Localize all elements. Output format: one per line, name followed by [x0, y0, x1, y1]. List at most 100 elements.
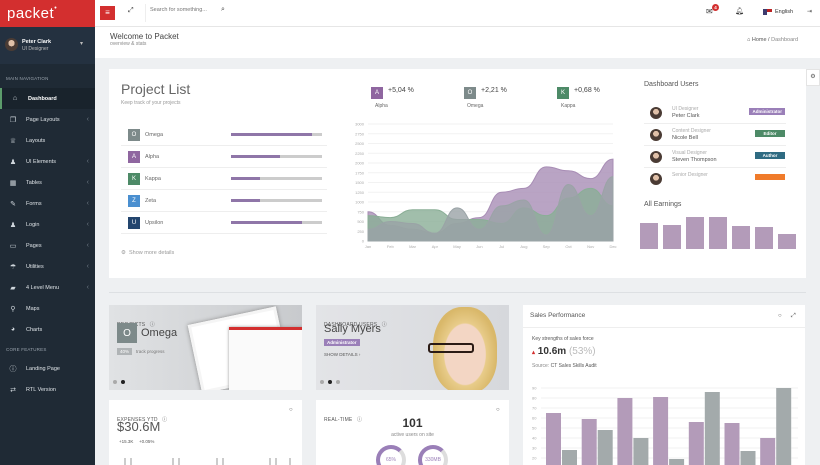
carousel-dot-active[interactable] [328, 380, 332, 384]
show-details-link[interactable]: SHOW DETAILS › [324, 352, 361, 357]
realtime-label: REAL-TIME [324, 417, 353, 423]
y-tick-label: 0 [362, 239, 365, 244]
sally-myers-photo [433, 307, 497, 390]
home-icon: ⌂ [12, 95, 18, 102]
logo[interactable]: packet• [0, 0, 95, 27]
x-tick-label: May [453, 244, 461, 249]
project-name: Zeta [145, 197, 157, 204]
sales-bar [633, 438, 649, 465]
sales-bar [653, 397, 669, 465]
y-tick-label: 90 [532, 386, 537, 391]
user-role-badge: Author [755, 152, 785, 159]
carousel-dot-active[interactable] [121, 380, 125, 384]
laptop-icon: ▭ [9, 242, 17, 250]
project-letter-badge: K [128, 172, 140, 185]
y-tick-label: 2750 [355, 131, 365, 136]
info-icon: ⓘ [149, 322, 155, 328]
menu-toggle-button[interactable]: ≡ [100, 6, 115, 20]
sales-subtitle: Key strengths of sales force [532, 336, 594, 342]
gear-icon: ⚙ [121, 250, 126, 256]
info-icon: ⓘ [9, 365, 17, 373]
sidebar-item-4-level-menu[interactable]: ▰ 4 Level Menu ‹ [0, 277, 95, 298]
project-row[interactable]: A Alpha [121, 146, 327, 168]
sidebar-item-landing-page[interactable]: ⓘ Landing Page [0, 358, 95, 379]
sidebar-item-label: Utilities [26, 263, 44, 270]
sales-performance-card: Sales Performance ○ ⤢ Key strengths of s… [523, 305, 805, 465]
project-letter-badge: O [128, 128, 140, 141]
sidebar-item-dashboard[interactable]: ⌂ Dashboard [0, 88, 95, 109]
user-list-item[interactable]: UI Designer Peter Clark Administrator [644, 102, 786, 124]
project-progress-bar [231, 177, 322, 180]
expenses-value: $30.6M [117, 419, 161, 434]
stat-letter-badge: O [464, 87, 476, 99]
carousel-dot[interactable] [336, 380, 340, 384]
sidebar-right-toggle-icon[interactable]: ⇥ [807, 9, 813, 15]
sidebar-item-tables[interactable]: ▦ Tables ‹ [0, 172, 95, 193]
x-tick-label: Aug [520, 244, 527, 249]
sidebar-item-utilities[interactable]: ☂ Utilities ‹ [0, 256, 95, 277]
user-list-item[interactable]: Senior Designer [644, 168, 786, 185]
project-progress-bar [231, 199, 322, 202]
sidebar-item-label: UI Elements [26, 158, 56, 165]
sidebar-item-forms[interactable]: ✎ Forms ‹ [0, 193, 95, 214]
copy-icon: ❐ [9, 116, 17, 124]
chevron-down-icon[interactable]: ▾ [80, 41, 84, 47]
expenses-bar [178, 458, 180, 465]
expand-icon[interactable]: ⤢ [791, 313, 796, 319]
language-select[interactable]: English [775, 9, 794, 15]
mail-count-badge: 4 [712, 4, 719, 11]
project-row[interactable]: U Upsilon [121, 212, 327, 234]
mail-icon[interactable]: ✉ [706, 7, 713, 16]
stat-kappa: K +0,68 % Kappa [557, 81, 617, 109]
user-list-item[interactable]: Content Designer Nicole Bell Editor [644, 124, 786, 146]
chevron-left-icon: ‹ [86, 116, 89, 123]
search-icon[interactable]: ⌕ [221, 6, 225, 13]
sidebar-item-login[interactable]: ♟ Login ‹ [0, 214, 95, 235]
chevron-left-icon: ‹ [86, 200, 89, 207]
x-tick-label: Nov [587, 244, 594, 249]
carousel-dot[interactable] [113, 380, 117, 384]
expenses-bar [269, 458, 271, 465]
sidebar-item-layouts[interactable]: ♕ Layouts [0, 130, 95, 151]
sidebar-item-rtl-version[interactable]: ⇄ RTL Version [0, 379, 95, 400]
project-row[interactable]: O Omega [121, 124, 327, 146]
sidebar-item-page-layouts[interactable]: ❐ Page Layouts ‹ [0, 109, 95, 130]
show-more-details-link[interactable]: ⚙ Show more details [121, 250, 174, 256]
bell-icon[interactable]: 🔔︎ [735, 8, 744, 15]
user-list-item[interactable]: Visual Designer Steven Thompson Author [644, 146, 786, 168]
info-icon: ⓘ [162, 417, 168, 423]
user-name: Steven Thompson [672, 157, 717, 163]
sales-bar [760, 438, 776, 465]
sidebar-item-maps[interactable]: ⚲ Maps [0, 298, 95, 319]
stat-value: +5,04 % [388, 87, 414, 94]
avatar [650, 107, 662, 119]
sales-bar [617, 398, 633, 465]
fullscreen-icon[interactable]: ⤢ [128, 7, 134, 14]
refresh-icon[interactable]: ○ [778, 313, 782, 319]
glasses-image [428, 343, 474, 353]
carousel-dot[interactable] [320, 380, 324, 384]
sidebar-item-pages[interactable]: ▭ Pages ‹ [0, 235, 95, 256]
project-row[interactable]: K Kappa [121, 168, 327, 190]
sidebar-item-label: Maps [26, 305, 40, 312]
trophy-icon: ♕ [9, 137, 17, 145]
memory-gauge [418, 445, 448, 465]
refresh-icon[interactable]: ○ [289, 407, 293, 413]
user-icon: ♟ [9, 221, 17, 229]
refresh-icon[interactable]: ○ [496, 407, 500, 413]
y-tick-label: 2000 [355, 161, 365, 166]
search-input[interactable] [150, 7, 215, 13]
project-list-title: Project List [121, 81, 191, 97]
sidebar-item-charts[interactable]: ◕ Charts [0, 319, 95, 340]
chevron-left-icon: ‹ [86, 179, 89, 186]
sidebar-item-ui-elements[interactable]: ♟ UI Elements ‹ [0, 151, 95, 172]
breadcrumb-home[interactable]: Home [751, 37, 767, 43]
earnings-bar [778, 234, 796, 249]
project-row[interactable]: Z Zeta [121, 190, 327, 212]
user-role: Content Designer [672, 128, 711, 134]
user-role-badge: Editor [755, 130, 785, 137]
page-subtitle: overview & stats [110, 41, 147, 47]
dashboard-users-slide: DASHBOARD USERS ⓘ Sally Myers Administra… [316, 305, 509, 390]
dashboard-users-title: Dashboard Users [644, 81, 699, 88]
user-panel[interactable]: Peter Clark UI Designer ▾ [0, 27, 95, 64]
